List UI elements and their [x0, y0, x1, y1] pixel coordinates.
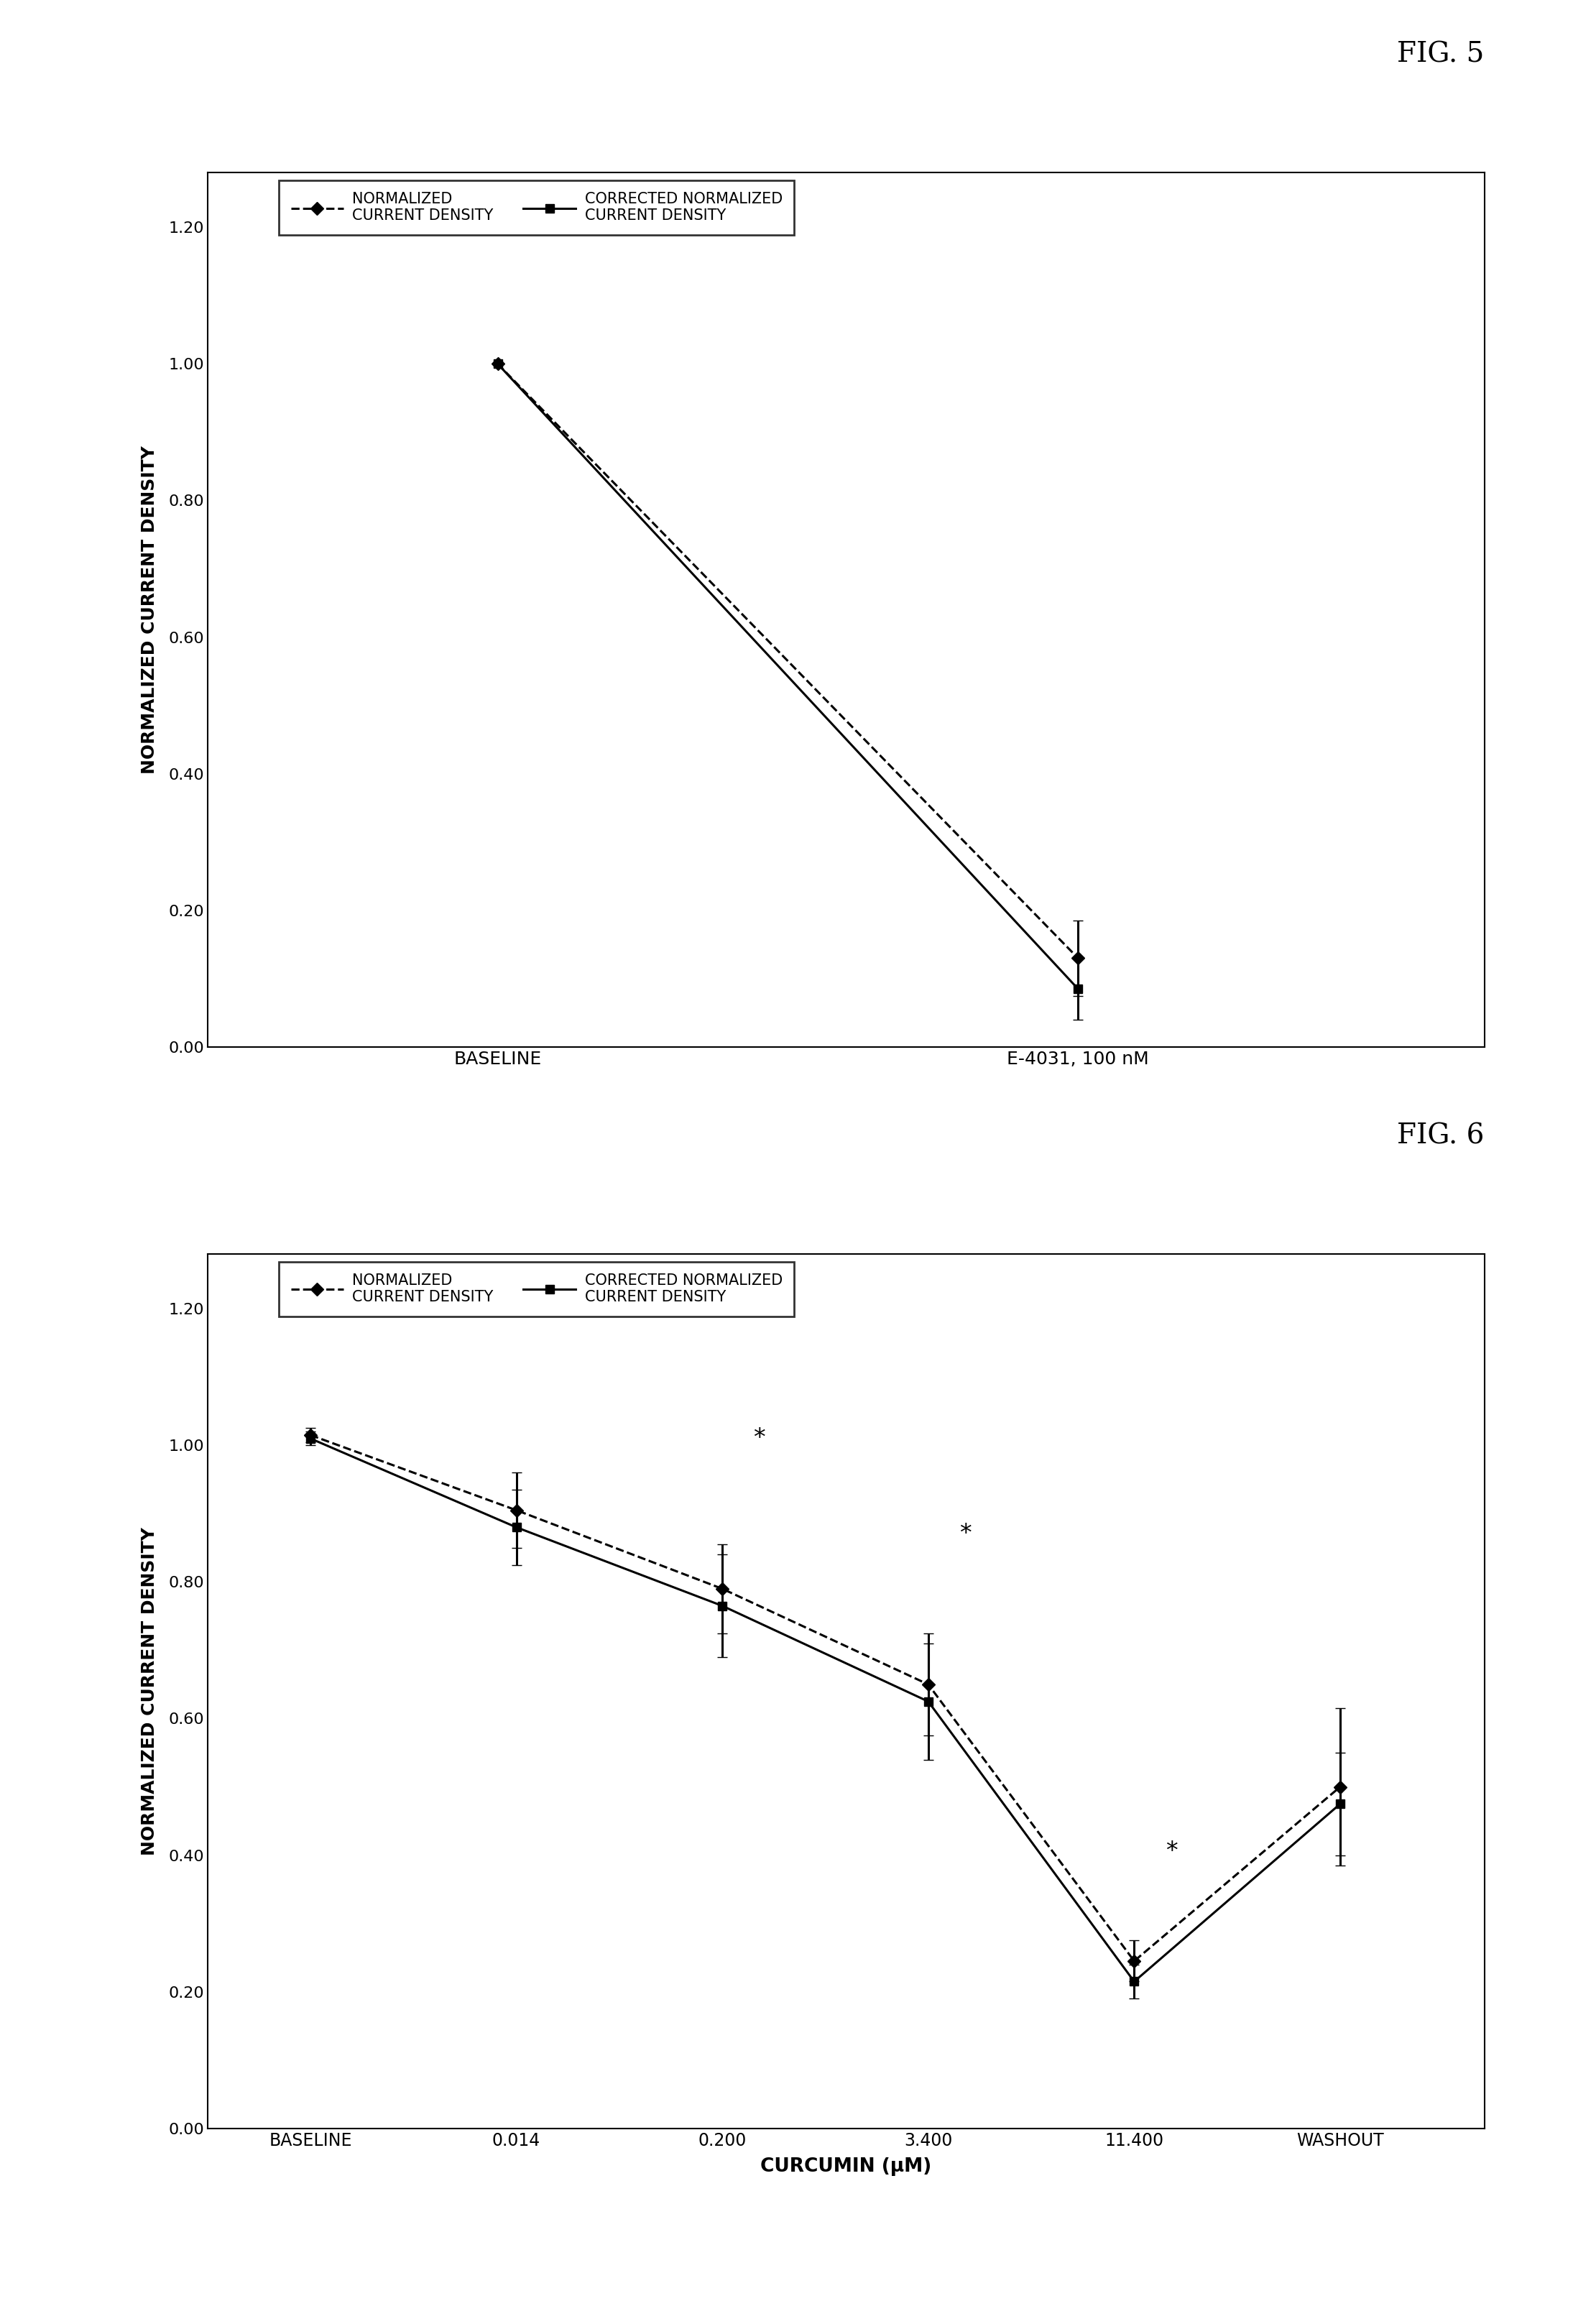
X-axis label: CURCUMIN (μM): CURCUMIN (μM): [760, 2156, 932, 2177]
Y-axis label: NORMALIZED CURRENT DENSITY: NORMALIZED CURRENT DENSITY: [140, 1528, 158, 1855]
Text: *: *: [959, 1523, 972, 1546]
Text: FIG. 6: FIG. 6: [1396, 1123, 1484, 1148]
Legend: NORMALIZED
CURRENT DENSITY, CORRECTED NORMALIZED
CURRENT DENSITY: NORMALIZED CURRENT DENSITY, CORRECTED NO…: [279, 179, 795, 235]
Y-axis label: NORMALIZED CURRENT DENSITY: NORMALIZED CURRENT DENSITY: [140, 446, 158, 773]
Text: FIG. 5: FIG. 5: [1396, 41, 1484, 67]
Legend: NORMALIZED
CURRENT DENSITY, CORRECTED NORMALIZED
CURRENT DENSITY: NORMALIZED CURRENT DENSITY, CORRECTED NO…: [279, 1261, 795, 1316]
Text: *: *: [1165, 1841, 1178, 1864]
Text: *: *: [753, 1427, 766, 1450]
